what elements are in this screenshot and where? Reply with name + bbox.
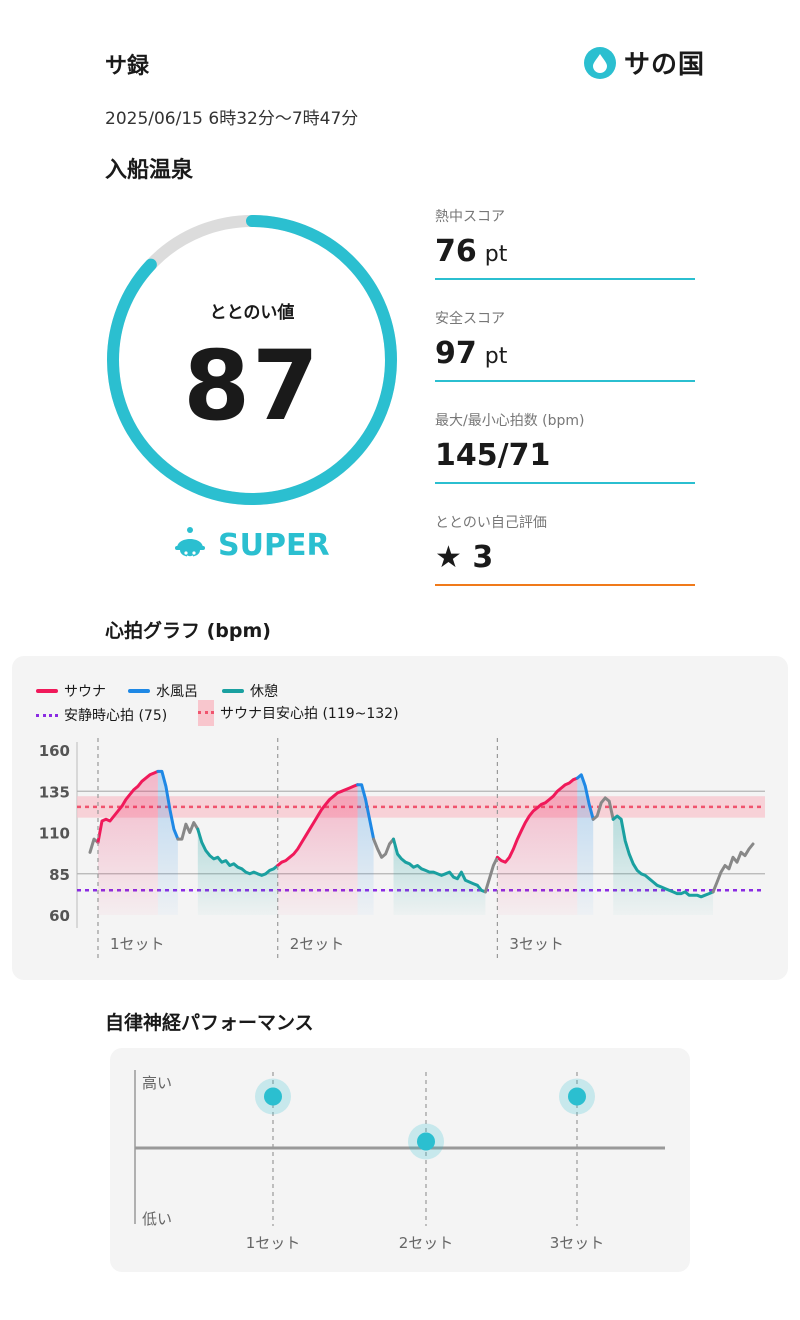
transition-line: [483, 855, 499, 894]
y-tick-label: 135: [39, 783, 70, 801]
page-title: サ録: [105, 54, 150, 79]
stat-value: 97: [435, 336, 477, 371]
legend-label: サウナ: [64, 684, 106, 700]
mizuburo-area: [577, 774, 594, 915]
stat-underline: [435, 278, 695, 280]
self-rating: ととのい自己評価 ★ 3: [435, 512, 695, 586]
stat-value: ★ 3: [435, 540, 494, 575]
stat-underline: [435, 584, 695, 586]
totonoi-value: 87: [183, 330, 321, 442]
sauna-swatch: [36, 689, 58, 693]
kyukei-line: [392, 837, 487, 894]
set-label: 2セット: [290, 935, 345, 953]
stat-underline: [435, 380, 695, 382]
set-label: 1セット: [110, 935, 165, 953]
y-low-label: 低い: [142, 1210, 172, 1228]
legend-kyukei: 休憩: [222, 681, 278, 701]
logo-text: サの国: [624, 50, 706, 80]
y-tick-label: 60: [49, 907, 70, 925]
stat-underline: [435, 482, 695, 484]
stat-label: 最大/最小心拍数 (bpm): [435, 413, 585, 429]
kyukei-line: [611, 814, 715, 899]
stat-label: 安全スコア: [435, 311, 505, 327]
legend-label: 水風呂: [156, 684, 198, 700]
target-swatch: [198, 700, 214, 726]
stat-value: 76: [435, 234, 477, 269]
x-label: 2セット: [399, 1234, 454, 1252]
stat-unit: pt: [484, 344, 508, 369]
legend-label: サウナ目安心拍 (119~132): [220, 706, 399, 722]
y-tick-label: 110: [39, 825, 70, 843]
legend-label: 休憩: [250, 684, 278, 700]
kyukei-area: [613, 816, 714, 915]
rank-text: SUPER: [218, 527, 330, 563]
autonomic-panel: [110, 1048, 690, 1272]
sauna-line: [276, 783, 360, 867]
performance-point: [264, 1087, 282, 1106]
safety-score: 安全スコア 97 pt: [435, 308, 695, 382]
heart-rate-chart: 160 135 110 85 60 1セット 2セット 3セット: [39, 738, 765, 958]
kyukei-area: [197, 829, 278, 915]
performance-point: [568, 1087, 586, 1106]
legend-resting: 安静時心拍 (75): [36, 705, 167, 725]
x-label: 3セット: [550, 1234, 605, 1252]
mizuburo-area: [357, 784, 374, 915]
y-tick-label: 85: [49, 866, 70, 884]
stat-value: 145/71: [435, 438, 551, 473]
water-drop-icon: [584, 46, 616, 79]
kyukei-swatch: [222, 689, 244, 693]
facility-name: 入船温泉: [105, 158, 194, 183]
mizuburo-line: [356, 783, 376, 841]
bell-hat-icon: [175, 527, 205, 558]
sauna-line: [96, 769, 160, 844]
x-label: 1セット: [246, 1234, 301, 1252]
transition-line: [591, 796, 615, 821]
sauna-area: [277, 784, 358, 915]
app-logo: サの国: [584, 44, 705, 81]
legend-label: 安静時心拍 (75): [64, 708, 168, 724]
transition-line: [372, 837, 395, 859]
totonoi-label: ととのい値: [209, 303, 295, 323]
totonoi-gauge: [107, 215, 397, 505]
mizuburo-swatch: [128, 689, 150, 693]
legend-target: サウナ目安心拍 (119~132): [198, 700, 399, 726]
stat-label: 熱中スコア: [435, 209, 505, 225]
heat-score: 熱中スコア 76 pt: [435, 206, 695, 280]
heart-chart-title: 心拍グラフ (bpm): [105, 620, 271, 642]
kyukei-line: [196, 827, 280, 877]
transition-line: [88, 837, 100, 854]
autonomic-title: 自律神経パフォーマンス: [105, 1012, 314, 1034]
heart-rate-range: 最大/最小心拍数 (bpm) 145/71: [435, 410, 695, 484]
mizuburo-area: [157, 771, 178, 915]
transition-line: [176, 821, 200, 841]
resting-swatch: [36, 713, 58, 717]
gauge-progress: [107, 215, 397, 505]
sauna-area: [97, 771, 158, 915]
legend-sauna: サウナ: [36, 681, 106, 701]
stat-label: ととのい自己評価: [435, 515, 547, 531]
performance-point: [417, 1132, 435, 1151]
transition-line: [711, 842, 755, 894]
y-tick-label: 160: [39, 742, 70, 760]
legend-mizuburo: 水風呂: [128, 681, 198, 701]
mizuburo-line: [156, 769, 180, 841]
stat-unit: pt: [484, 242, 508, 267]
session-date: 2025/06/15 6時32分〜7時47分: [105, 109, 359, 129]
sauna-line: [495, 776, 579, 864]
rank-badge: SUPER: [174, 526, 330, 564]
sauna-area: [497, 778, 578, 915]
mizuburo-line: [575, 773, 595, 821]
kyukei-area: [393, 839, 486, 915]
set-label: 3セット: [509, 935, 564, 953]
y-high-label: 高い: [142, 1074, 172, 1092]
